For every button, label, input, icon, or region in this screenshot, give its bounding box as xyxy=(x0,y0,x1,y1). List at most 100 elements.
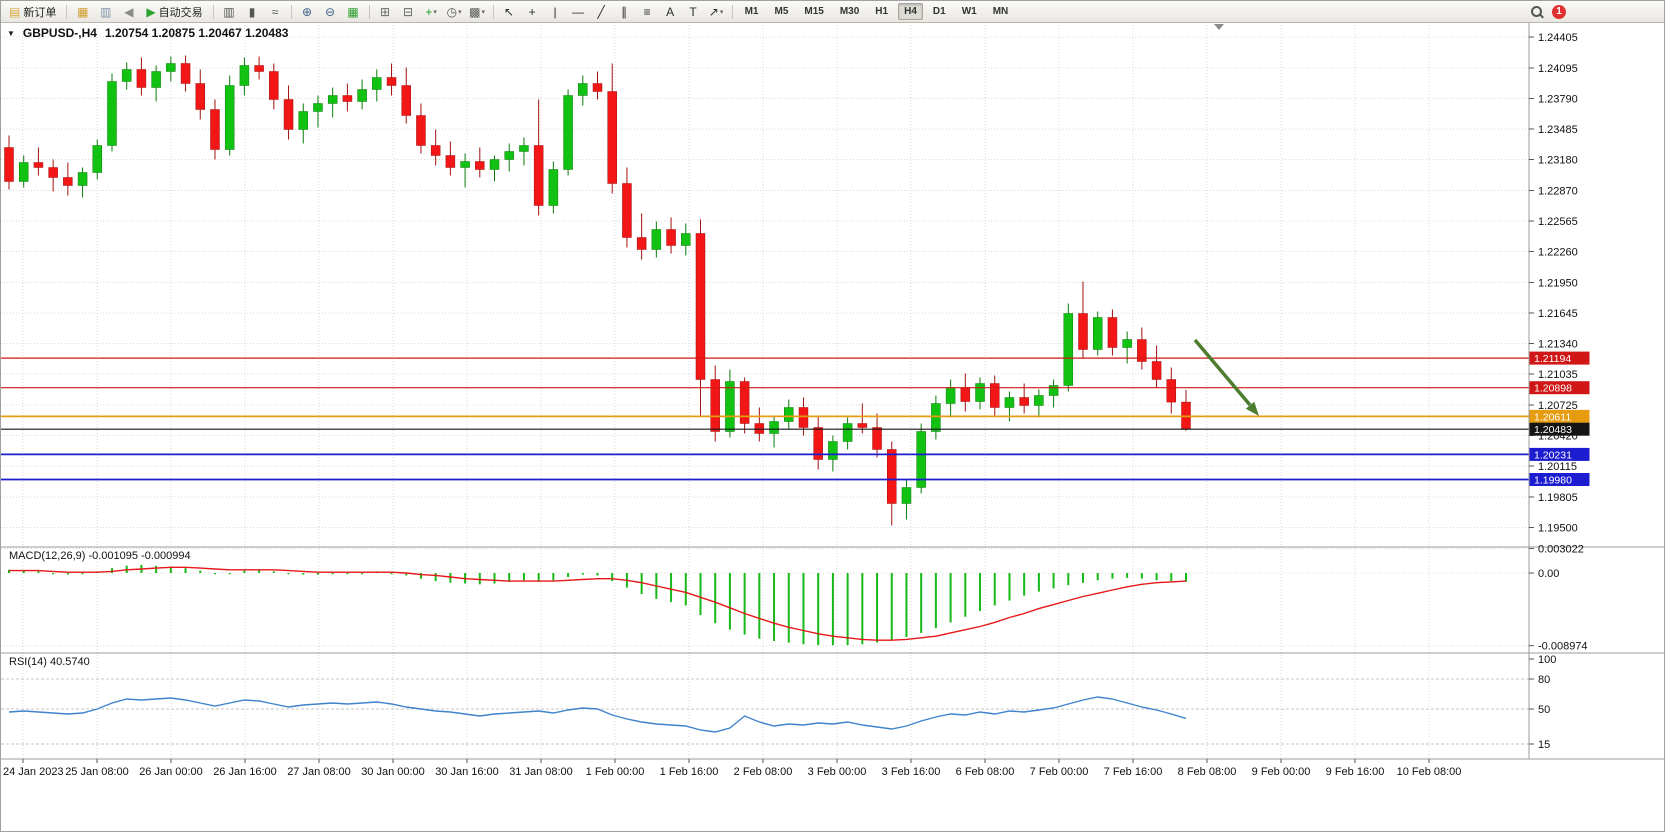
autotrade-button-label: 自动交易 xyxy=(158,6,203,19)
candlestick-chart-icon[interactable]: ▮ xyxy=(242,3,263,20)
chart-canvas[interactable]: 1.24405 1.24095 1.23790 1.23485 1.23180 1.228… xyxy=(1,22,1665,782)
candle xyxy=(872,413,882,458)
price-scale-label: 1.22870 xyxy=(1538,186,1578,198)
price-scale-label: 1.23790 xyxy=(1538,94,1578,106)
tile-windows-icon[interactable]: ▦ xyxy=(343,3,364,20)
candle xyxy=(224,75,235,156)
candle-body xyxy=(151,71,161,88)
candle-body xyxy=(33,162,44,168)
timeframe-m30[interactable]: M30 xyxy=(839,6,860,17)
arrange-windows-icon[interactable]: ⊟ xyxy=(398,3,419,20)
autotrade-button[interactable]: ▶ 自动交易 xyxy=(141,3,207,20)
periods-icon[interactable]: ◷ ▾ xyxy=(444,3,465,20)
chart-header: ▼ GBPUSD-,H4 1.20754 1.20875 1.20467 1.2… xyxy=(7,26,288,40)
candle-body xyxy=(842,423,853,442)
timeframe-h4[interactable]: H4 xyxy=(898,3,923,20)
toolbar-buttons: ▤ 新订单 ▦ ▥ ◀ ▶ 自动交易 ▥ ▮ ≈ ⊕ ⊖ ▦ ⊞ ⊟ + ▾ ◷ ▾ ▩ ▾ ↖ + | — ╱ ∥ ≡ A T ↗ ▾ M1 M… xyxy=(4,3,1015,20)
sound-icon[interactable]: ◀ xyxy=(118,3,139,20)
candle-body xyxy=(1078,313,1088,350)
candle xyxy=(18,155,29,188)
crosshair-icon[interactable]: + xyxy=(522,3,543,20)
timeframe-m1[interactable]: M1 xyxy=(744,6,759,17)
candle-body xyxy=(224,85,235,150)
price-tag-1.21194[interactable]: 1.21194 xyxy=(1529,351,1590,366)
candle-body xyxy=(651,229,662,250)
bar-chart-icon[interactable]: ▥ xyxy=(219,3,240,20)
candle-body xyxy=(622,183,632,238)
timeframe-d1[interactable]: D1 xyxy=(932,6,946,17)
price-tag-1.19980[interactable]: 1.19980 xyxy=(1529,473,1590,487)
new-order-icon: ▤ xyxy=(9,4,21,19)
gold-chart-icon-glyph: ▦ xyxy=(77,4,89,19)
candle-body xyxy=(401,85,411,116)
templates-icon[interactable]: ▩ ▾ xyxy=(467,3,488,20)
candle-body xyxy=(1034,395,1044,406)
candle xyxy=(607,63,617,194)
price-tag-1.20898[interactable]: 1.20898 xyxy=(1529,381,1590,395)
price-tag-1.20611[interactable]: 1.20611 xyxy=(1529,409,1590,424)
timeframe-m15[interactable]: M15 xyxy=(804,6,824,17)
candle-body xyxy=(695,233,706,380)
candle-body xyxy=(1166,379,1177,403)
candle-body xyxy=(48,167,58,178)
candle-body xyxy=(578,83,588,96)
market-watch-icon[interactable]: ▥ xyxy=(95,3,116,20)
indicators-icon[interactable]: + ▾ xyxy=(421,3,442,20)
price-tag-1.20231[interactable]: 1.20231 xyxy=(1529,447,1590,462)
arrange-windows-icon-glyph: ⊟ xyxy=(403,4,414,19)
candle-body xyxy=(989,383,1000,408)
time-axis-label: 1 Feb 16:00 xyxy=(660,766,719,778)
trend-arrow-shaft[interactable] xyxy=(1193,338,1252,407)
candle xyxy=(4,135,14,190)
macd-scale-label: 0.003022 xyxy=(1538,544,1584,556)
candle xyxy=(769,415,779,448)
trendline-icon[interactable]: ╱ xyxy=(591,3,612,20)
price-tag-1.20483[interactable]: 1.20483 xyxy=(1529,422,1590,437)
candle-body xyxy=(563,95,573,170)
candle xyxy=(269,63,279,110)
timeframe-h1[interactable]: H1 xyxy=(875,6,889,17)
candle-body xyxy=(430,145,441,156)
new-order-button[interactable]: ▤ 新订单 xyxy=(4,3,61,20)
candle-body xyxy=(386,77,397,86)
cascade-windows-icon[interactable]: ⊞ xyxy=(375,3,396,20)
candle xyxy=(533,99,544,216)
candle xyxy=(739,377,750,434)
notification-badge[interactable]: 1 xyxy=(1552,4,1566,19)
arrows-icon[interactable]: ↗ ▾ xyxy=(706,3,727,20)
candle xyxy=(489,155,500,182)
zoom-in-icon[interactable]: ⊕ xyxy=(297,3,318,20)
trend-arrow-head[interactable] xyxy=(1245,401,1259,416)
horizontal-line-icon[interactable]: — xyxy=(568,3,589,20)
price-scale-label: 1.22260 xyxy=(1538,247,1578,259)
gold-chart-icon[interactable]: ▦ xyxy=(72,3,93,20)
price-tag-label: 1.21194 xyxy=(1534,353,1571,365)
time-axis-label: 25 Jan 08:00 xyxy=(65,766,129,778)
vertical-line-icon[interactable]: | xyxy=(545,3,566,20)
time-axis-label: 2 Feb 08:00 xyxy=(734,766,793,778)
timeframe-mn[interactable]: MN xyxy=(992,6,1009,17)
candle xyxy=(342,83,353,112)
candle-body xyxy=(798,407,809,428)
candle xyxy=(857,403,868,434)
candle-body xyxy=(607,91,617,184)
label-icon[interactable]: T xyxy=(683,3,704,20)
time-axis-label: 8 Feb 08:00 xyxy=(1178,766,1237,778)
channel-icon[interactable]: ∥ xyxy=(614,3,635,20)
timeframe-m5[interactable]: M5 xyxy=(774,6,789,17)
text-icon[interactable]: A xyxy=(660,3,681,20)
candle-body xyxy=(784,407,794,422)
line-chart-icon[interactable]: ≈ xyxy=(265,3,286,20)
candle xyxy=(327,87,338,118)
candle xyxy=(283,85,294,140)
rsi-line xyxy=(8,696,1187,733)
candle-body xyxy=(666,229,676,246)
zoom-out-icon[interactable]: ⊖ xyxy=(320,3,341,20)
candle-body xyxy=(4,147,14,182)
fibonacci-icon[interactable]: ≡ xyxy=(637,3,658,20)
timeframe-w1[interactable]: W1 xyxy=(961,6,977,17)
chart-collapse-icon[interactable]: ▼ xyxy=(7,28,15,38)
search-icon[interactable] xyxy=(1530,5,1544,19)
macd-scale-label: -0.008974 xyxy=(1538,641,1588,653)
cursor-icon[interactable]: ↖ xyxy=(499,3,520,20)
